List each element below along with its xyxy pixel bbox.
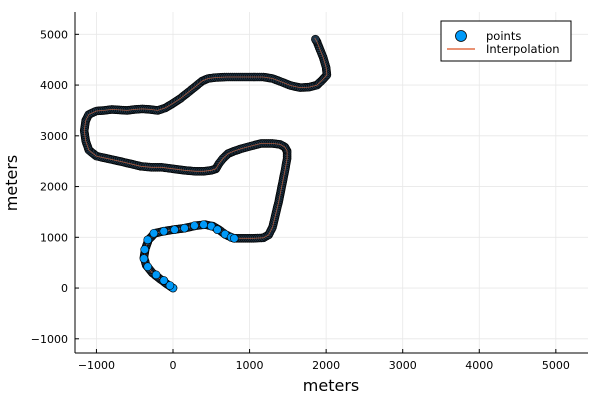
x-tick-label: 5000: [542, 359, 570, 372]
y-tick-label: 2000: [40, 181, 68, 194]
y-tick-label: −1000: [31, 333, 68, 346]
data-point: [199, 220, 208, 229]
data-point: [140, 245, 149, 254]
grid-lines: [75, 12, 588, 353]
y-ticks: −1000 0 1000 2000 3000 4000 5000: [31, 28, 79, 346]
data-point: [143, 262, 153, 272]
x-tick-label: 0: [170, 359, 177, 372]
data-point: [170, 225, 179, 234]
data-point: [139, 254, 149, 263]
y-tick-label: 3000: [40, 130, 68, 143]
x-axis-title: meters: [303, 376, 359, 395]
y-tick-label: 4000: [40, 79, 68, 92]
data-point: [143, 235, 153, 245]
x-tick-label: 2000: [312, 359, 340, 372]
x-ticks: −1000 0 1000 2000 3000 4000 5000: [78, 349, 570, 372]
x-tick-label: 4000: [465, 359, 493, 372]
data-point: [213, 225, 222, 234]
x-tick-label: 1000: [236, 359, 264, 372]
data-point: [165, 281, 175, 290]
x-tick-label: −1000: [78, 359, 115, 372]
legend: points Interpolation: [440, 20, 572, 62]
point-markers: [79, 34, 332, 293]
legend-label-points: points: [486, 29, 521, 43]
data-point: [190, 221, 199, 230]
axes: [74, 12, 588, 354]
y-axis-title: meters: [2, 155, 21, 211]
x-tick-label: 3000: [389, 359, 417, 372]
data-point: [149, 228, 159, 238]
data-point: [151, 270, 161, 280]
y-tick-label: 1000: [40, 231, 68, 244]
data-point: [229, 234, 239, 243]
legend-label-interpolation: Interpolation: [486, 42, 560, 56]
y-tick-label: 5000: [40, 28, 68, 41]
legend-points-marker: [455, 30, 467, 42]
y-tick-label: 0: [61, 282, 68, 295]
data-point: [180, 223, 189, 233]
data-point: [159, 276, 169, 285]
plot-area: [79, 34, 332, 293]
data-point: [159, 226, 169, 236]
